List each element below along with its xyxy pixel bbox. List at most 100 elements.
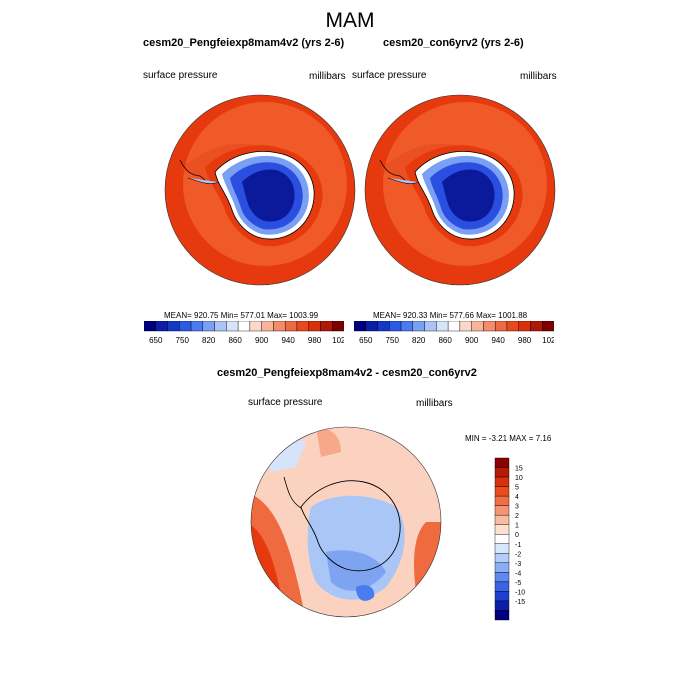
- colorbar-label: 820: [412, 336, 426, 345]
- colorbar-panel-1: 650 750 820 860 900 940 980 1020: [144, 321, 344, 345]
- colorbar-label: 750: [386, 336, 400, 345]
- colorbar-swatch: [320, 321, 333, 332]
- colorbar-swatch: [494, 610, 510, 621]
- colorbar-swatch: [332, 321, 344, 332]
- colorbar-swatch: [494, 457, 510, 468]
- colorbar-label: 860: [438, 336, 452, 345]
- colorbar-swatch: [436, 321, 449, 332]
- colorbar-swatch: [494, 486, 510, 497]
- colorbar-swatch: [354, 321, 366, 332]
- colorbar-label: 1: [515, 523, 519, 530]
- panel-1-map: [164, 94, 356, 286]
- colorbar-swatch: [296, 321, 309, 332]
- colorbar-label: 1020: [332, 336, 344, 345]
- colorbar-swatch: [237, 321, 251, 332]
- panel-1-variable-label: surface pressure: [143, 70, 218, 81]
- panel-2-title: cesm20_con6yrv2 (yrs 2-6): [383, 37, 524, 49]
- panel-1-title: cesm20_Pengfeiexp8mam4v2 (yrs 2-6): [143, 37, 345, 49]
- colorbar-swatch: [494, 581, 510, 592]
- colorbar-swatch: [365, 321, 378, 332]
- colorbar-swatch: [494, 543, 510, 554]
- colorbar-label: 940: [281, 336, 295, 345]
- colorbar-swatch: [494, 467, 510, 478]
- colorbar-label: 3: [515, 504, 519, 511]
- colorbar-swatch: [144, 321, 156, 332]
- diff-map: [250, 426, 442, 618]
- panel-2-stats: MEAN= 920.33 Min= 577.66 Max= 1001.88: [373, 311, 528, 320]
- colorbar-label: 650: [359, 336, 373, 345]
- colorbar-swatch: [494, 514, 510, 525]
- colorbar-label: 750: [176, 336, 190, 345]
- colorbar-label: 980: [518, 336, 532, 345]
- colorbar-label: 900: [255, 336, 269, 345]
- colorbar-label: -5: [515, 580, 521, 587]
- colorbar-swatch: [284, 321, 298, 332]
- colorbar-swatch: [471, 321, 484, 332]
- panel-1-stats: MEAN= 920.75 Min= 577.01 Max= 1003.99: [164, 311, 319, 320]
- colorbar-swatch: [494, 591, 510, 602]
- colorbar-swatch: [226, 321, 239, 332]
- colorbar-label: -4: [515, 570, 521, 577]
- colorbar-swatch: [494, 553, 510, 564]
- colorbar-swatch: [494, 534, 510, 544]
- colorbar-label: 940: [491, 336, 505, 345]
- colorbar-label: 0: [515, 532, 519, 539]
- colorbar-swatch: [155, 321, 168, 332]
- colorbar-label: 4: [515, 494, 519, 501]
- colorbar-label: 15: [515, 466, 523, 473]
- colorbar-panel-2: 650 750 820 860 900 940 980 1020: [354, 321, 554, 345]
- colorbar-swatch: [494, 562, 510, 573]
- colorbar-swatch: [179, 321, 192, 332]
- diff-title: cesm20_Pengfeiexp8mam4v2 - cesm20_con6yr…: [217, 367, 477, 379]
- colorbar-swatch: [400, 321, 414, 332]
- colorbar-swatch: [494, 524, 510, 535]
- colorbar-swatch: [494, 321, 508, 332]
- colorbar-swatch: [494, 476, 510, 487]
- colorbar-swatch: [389, 321, 402, 332]
- colorbar-swatch: [494, 505, 510, 516]
- colorbar-swatch: [424, 321, 437, 332]
- diff-units-label: millibars: [416, 398, 453, 409]
- colorbar-swatch: [459, 321, 472, 332]
- diff-variable-label: surface pressure: [248, 397, 323, 408]
- colorbar-label: 820: [202, 336, 216, 345]
- colorbar-label: 650: [149, 336, 163, 345]
- colorbar-swatch: [202, 321, 215, 332]
- panel-1-units-label: millibars: [309, 71, 346, 82]
- panel-2-variable-label: surface pressure: [352, 70, 427, 81]
- colorbar-label: 980: [308, 336, 322, 345]
- colorbar-swatch: [518, 321, 531, 332]
- colorbar-swatch: [483, 321, 496, 332]
- panel-2-map: [364, 94, 556, 286]
- colorbar-label: 1020: [542, 336, 554, 345]
- colorbar-swatch: [494, 600, 510, 611]
- colorbar-swatch: [308, 321, 321, 332]
- colorbar-swatch: [412, 321, 425, 332]
- colorbar-label: 860: [228, 336, 242, 345]
- colorbar-swatch: [530, 321, 543, 332]
- colorbar-swatch: [494, 572, 510, 583]
- figure-title: MAM: [325, 9, 375, 32]
- colorbar-swatch: [506, 321, 519, 332]
- colorbar-label: -15: [515, 599, 525, 606]
- colorbar-swatch: [542, 321, 554, 332]
- colorbar-label: -2: [515, 551, 521, 558]
- colorbar-label: -3: [515, 561, 521, 568]
- colorbar-swatch: [494, 495, 510, 506]
- colorbar-label: -10: [515, 589, 525, 596]
- colorbar-label: 900: [465, 336, 479, 345]
- colorbar-swatch: [214, 321, 227, 332]
- colorbar-label: -1: [515, 542, 521, 549]
- colorbar-swatch: [261, 321, 274, 332]
- panel-2-units-label: millibars: [520, 71, 557, 82]
- colorbar-swatch: [167, 321, 180, 332]
- colorbar-swatch: [249, 321, 262, 332]
- colorbar-swatch: [190, 321, 204, 332]
- colorbar-swatch: [377, 321, 390, 332]
- colorbar-label: 10: [515, 475, 523, 482]
- colorbar-label: 2: [515, 513, 519, 520]
- colorbar-swatch: [273, 321, 286, 332]
- diff-stats: MIN = -3.21 MAX = 7.16: [465, 434, 552, 443]
- colorbar-swatch: [447, 321, 461, 332]
